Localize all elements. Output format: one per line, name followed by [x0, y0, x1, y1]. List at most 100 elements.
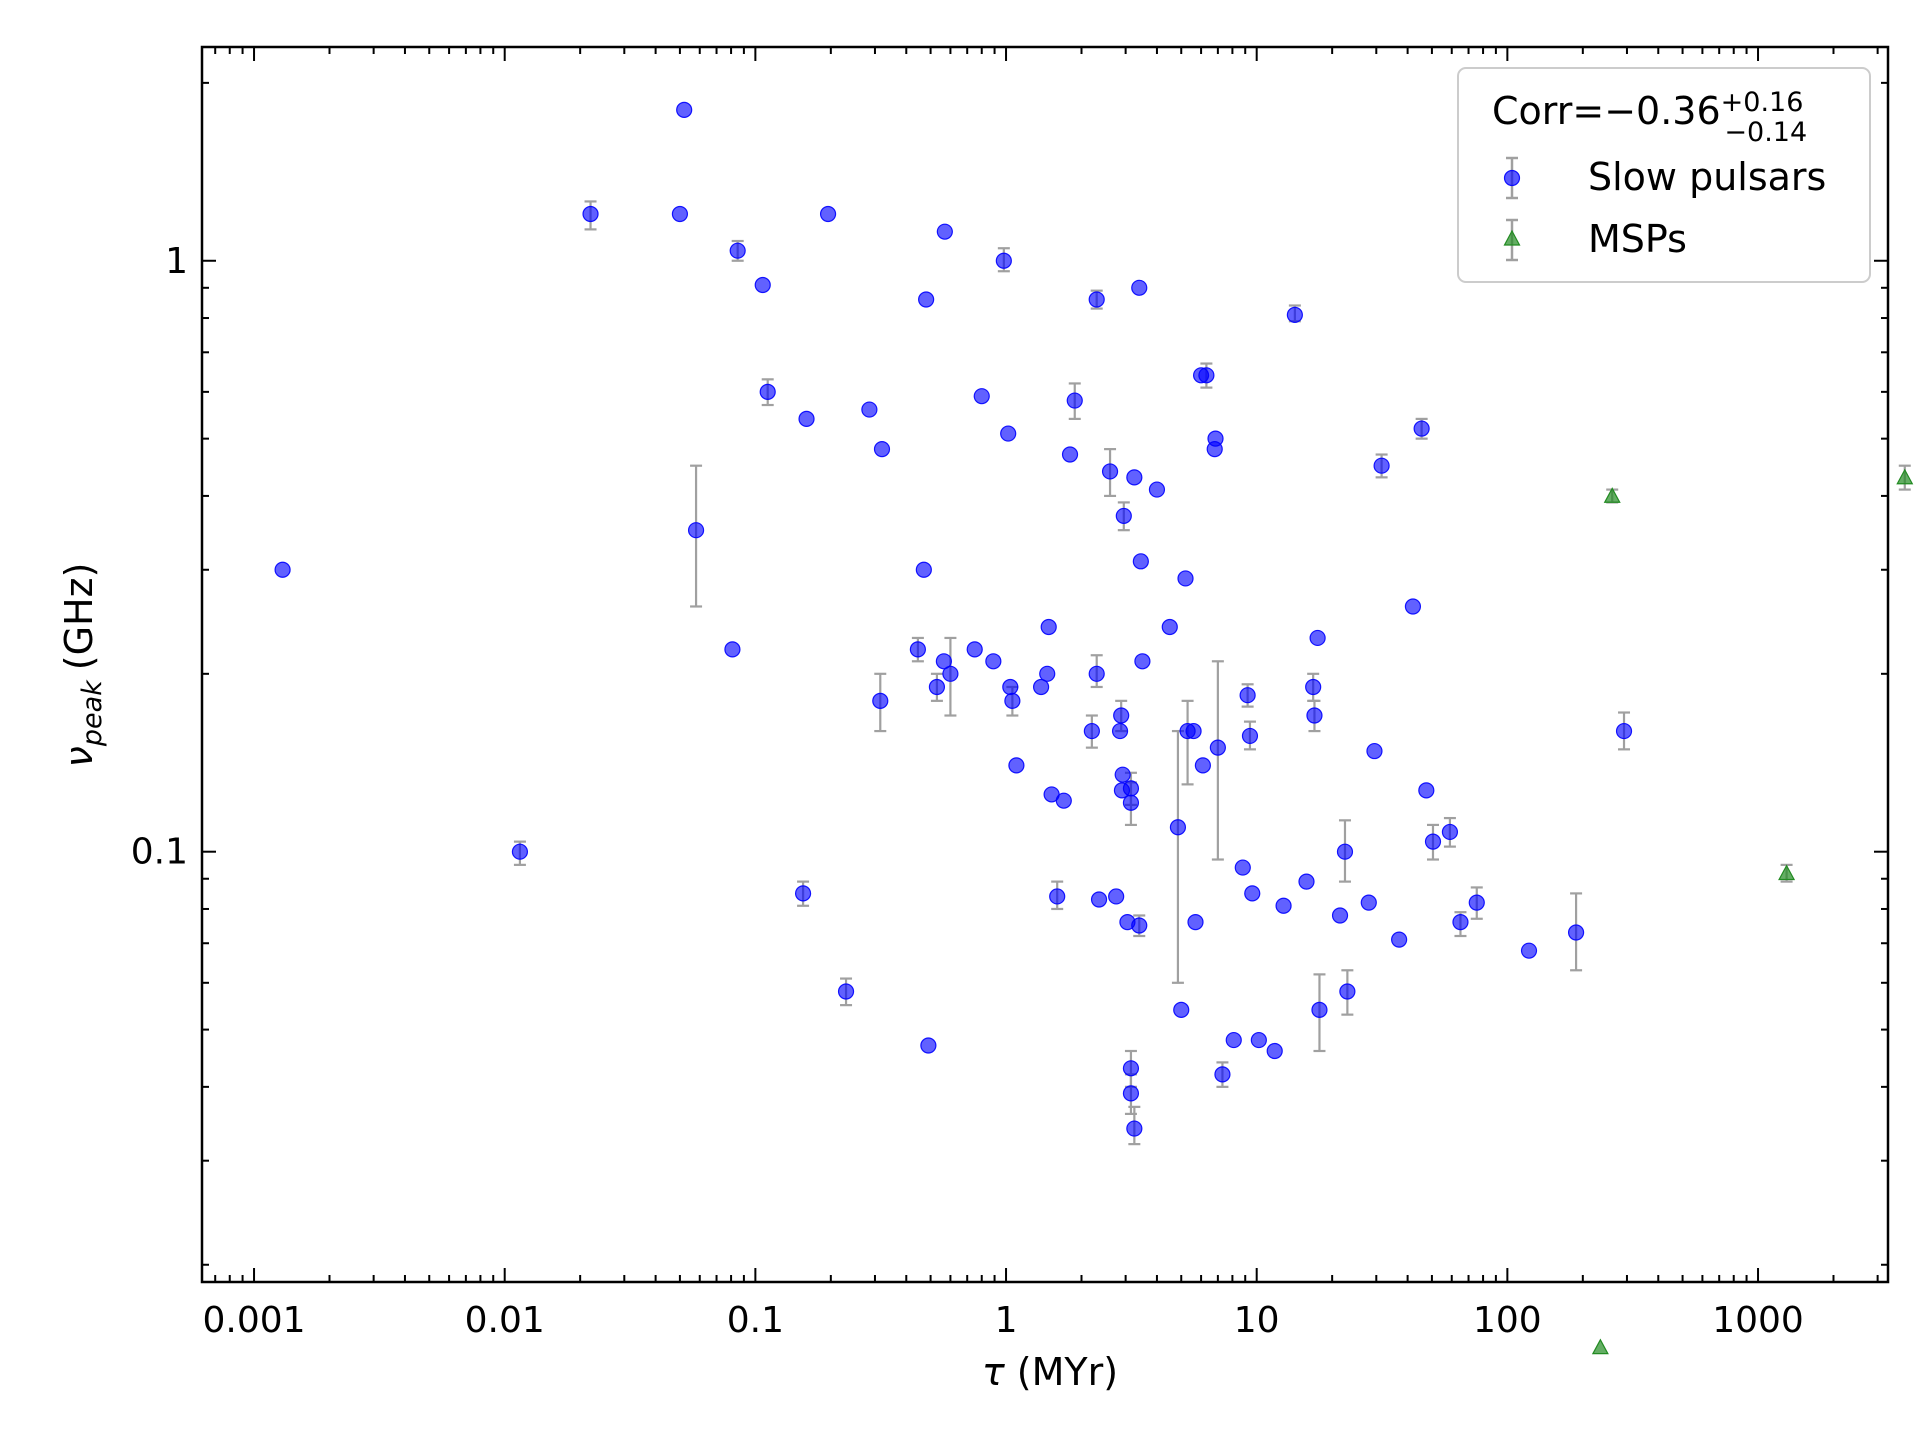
slow-pulsar-point	[1088, 665, 1105, 682]
slow-pulsar-point	[909, 641, 926, 658]
slow-pulsar-point	[1090, 891, 1108, 908]
slow-pulsar-point	[1234, 859, 1251, 876]
slow-pulsar-point	[1061, 446, 1079, 463]
slow-pulsar-point	[1452, 914, 1469, 931]
slow-pulsar-point	[928, 678, 946, 696]
slow-pulsar-point	[1173, 1001, 1190, 1018]
slow-pulsar-point	[1111, 722, 1129, 740]
slow-pulsar-point	[1187, 914, 1204, 931]
legend-corr-minus: −0.14	[1724, 117, 1807, 148]
slow-pulsar-point	[1000, 425, 1017, 442]
x-axis-label: τ (MYr)	[982, 1350, 1118, 1394]
slow-pulsar-point	[1214, 1066, 1231, 1083]
slow-pulsar-point	[798, 410, 815, 427]
slow-pulsar-point	[1101, 463, 1119, 480]
y-axis-subscript: peak	[77, 679, 108, 747]
slow-pulsar-point	[1309, 629, 1326, 647]
slow-pulsar-point	[1468, 894, 1485, 911]
slow-pulsar-point	[1039, 665, 1056, 682]
slow-pulsar-point	[1113, 707, 1130, 724]
slow-pulsar-point	[1311, 1001, 1328, 1018]
slow-pulsar-point	[1066, 392, 1083, 409]
plot-frame	[200, 45, 1890, 1284]
slow-pulsar-point	[920, 1037, 937, 1054]
legend-title: Corr=−0.36+0.16 −0.14	[1492, 87, 1807, 148]
slow-pulsar-point	[1122, 1085, 1140, 1102]
slow-pulsar-point	[1002, 678, 1019, 696]
slow-pulsar-point	[936, 223, 953, 240]
slow-pulsar-point	[1520, 942, 1538, 959]
slow-pulsar-point	[1032, 678, 1050, 696]
legend-label-slow-pulsars: Slow pulsars	[1588, 155, 1826, 199]
slow-pulsar-point	[1266, 1042, 1283, 1060]
slow-pulsar-point	[1122, 1060, 1140, 1077]
slow-pulsar-point	[918, 291, 935, 308]
y-axis-label: νpeak (GHz)	[57, 563, 108, 768]
slow-pulsar-point	[837, 983, 855, 1000]
slow-pulsar-point	[1055, 792, 1072, 809]
slow-pulsar-point	[759, 383, 776, 400]
x-tick-label: 0.001	[203, 1300, 306, 1341]
slow-pulsar-point	[995, 252, 1012, 269]
slow-pulsar-point	[861, 401, 878, 418]
slow-pulsar-point	[794, 885, 812, 902]
slow-pulsar-point	[1298, 873, 1315, 890]
slow-pulsar-point	[1225, 1031, 1242, 1049]
slow-pulsar-point	[1122, 780, 1140, 797]
slow-pulsar-point	[1306, 707, 1323, 724]
slow-pulsar-point	[1177, 570, 1194, 587]
y-axis-symbol: ν	[57, 746, 101, 767]
slow-pulsar-point	[1366, 742, 1383, 760]
slow-pulsar-point	[966, 641, 983, 658]
msp-point	[1896, 468, 1914, 485]
data-markers	[274, 101, 1914, 1355]
slow-pulsar-point	[1391, 931, 1408, 948]
slow-pulsar-point	[671, 205, 689, 223]
slow-pulsar-point	[1418, 782, 1435, 799]
slow-pulsar-point	[1115, 507, 1132, 525]
slow-pulsar-point	[754, 276, 771, 294]
slow-pulsar-point	[1122, 794, 1140, 811]
slow-pulsar-point	[1083, 722, 1100, 740]
slow-pulsar-point	[729, 242, 746, 259]
slow-pulsar-point	[1424, 833, 1442, 850]
slow-pulsar-point	[1169, 819, 1187, 836]
msp-point	[1778, 864, 1796, 881]
legend: Corr=−0.36+0.16 −0.14 Slow pulsars MSPs	[1457, 67, 1871, 283]
legend-corr: Corr=−0.36	[1492, 89, 1721, 133]
slow-pulsar-point	[1049, 888, 1066, 905]
x-tick-label: 0.01	[465, 1300, 545, 1341]
slow-pulsar-point	[1615, 722, 1633, 740]
slow-pulsar-point	[1008, 757, 1025, 774]
slow-pulsar-point	[1373, 457, 1390, 474]
slow-pulsar-point	[1250, 1031, 1267, 1049]
slow-pulsar-point	[1275, 897, 1292, 914]
slow-pulsar-point	[511, 843, 529, 860]
slow-pulsar-point	[942, 665, 959, 682]
slow-pulsar-point	[1108, 888, 1125, 905]
slow-pulsar-point	[1209, 739, 1226, 756]
slow-pulsar-point	[1004, 692, 1021, 709]
x-tick-label: 0.1	[727, 1300, 784, 1341]
slow-pulsar-point	[1336, 843, 1354, 860]
slow-pulsar-point	[1404, 598, 1422, 615]
y-axis-unit: (GHz)	[57, 563, 101, 671]
slow-pulsar-point	[687, 522, 705, 539]
x-tick-label: 1000	[1712, 1300, 1804, 1341]
slow-pulsar-point	[724, 641, 741, 658]
legend-entry-msps: MSPs	[1503, 217, 1687, 262]
slow-pulsar-point	[872, 692, 889, 709]
slow-pulsar-point	[1126, 1120, 1143, 1137]
slow-pulsar-point	[973, 388, 990, 405]
x-tick-label: 10	[1234, 1300, 1280, 1341]
slow-pulsar-point	[1040, 618, 1057, 636]
slow-pulsar-point	[1441, 823, 1459, 841]
slow-pulsar-point	[1194, 757, 1211, 774]
legend-label-msps: MSPs	[1588, 217, 1687, 261]
x-axis-unit: (MYr)	[1017, 1350, 1118, 1394]
slow-pulsar-point	[1413, 420, 1430, 437]
error-bars	[513, 200, 1911, 1146]
slow-pulsar-point	[1305, 678, 1322, 696]
